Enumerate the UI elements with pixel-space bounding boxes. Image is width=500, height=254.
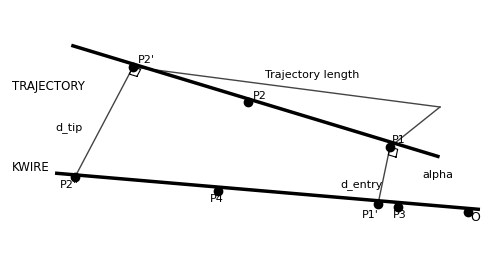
Text: P3: P3: [393, 209, 406, 219]
Text: O: O: [470, 211, 480, 224]
Text: d_tip: d_tip: [55, 122, 82, 133]
Text: P2': P2': [138, 55, 155, 65]
Text: P2": P2": [60, 179, 79, 189]
Text: TRAJECTORY: TRAJECTORY: [12, 80, 85, 93]
Text: Trajectory length: Trajectory length: [265, 70, 360, 80]
Text: d_entry: d_entry: [340, 179, 382, 190]
Text: alpha: alpha: [422, 169, 453, 179]
Text: P1: P1: [392, 134, 406, 145]
Text: P2: P2: [253, 91, 267, 101]
Text: P1': P1': [362, 209, 379, 219]
Text: KWIRE: KWIRE: [12, 161, 50, 174]
Text: P4: P4: [210, 193, 224, 203]
